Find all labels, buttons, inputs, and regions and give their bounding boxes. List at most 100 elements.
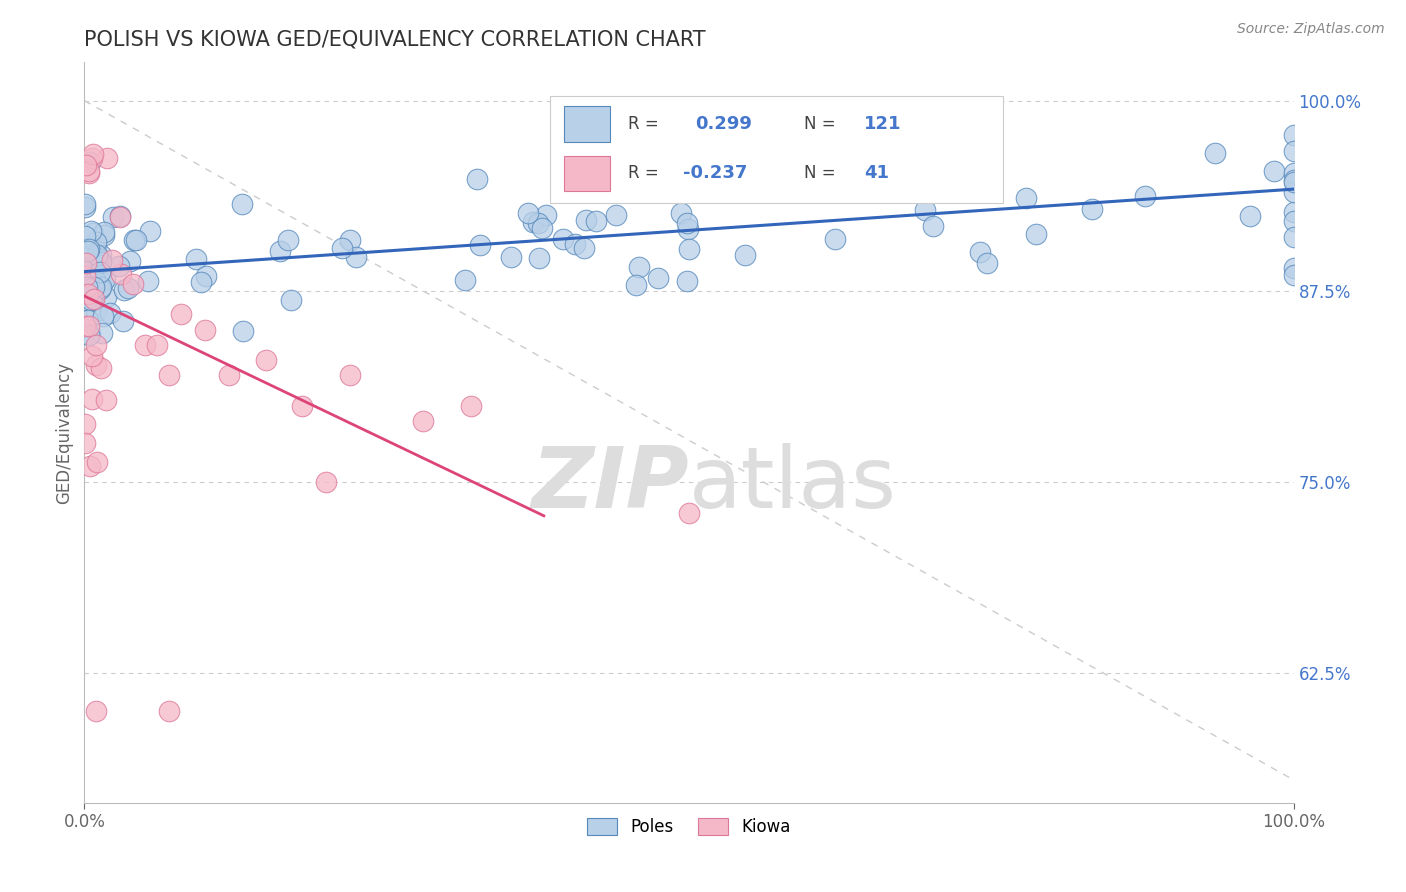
- Point: [93, 309, 115, 323]
- Point: [91, 275, 114, 289]
- Point: [86, 358, 108, 372]
- Point: [157, 704, 180, 718]
- Point: [669, 206, 692, 220]
- Point: [89, 282, 111, 296]
- Text: 0.299: 0.299: [695, 115, 752, 133]
- Point: [79, 318, 101, 333]
- Point: [516, 206, 538, 220]
- Point: [73, 200, 96, 214]
- Point: [146, 338, 169, 352]
- Point: [82, 293, 104, 307]
- Point: [232, 324, 254, 338]
- Point: [86, 257, 108, 271]
- Point: [76, 280, 98, 294]
- Point: [84, 303, 107, 318]
- FancyBboxPatch shape: [550, 95, 1004, 203]
- Point: [75, 196, 97, 211]
- Point: [624, 278, 647, 293]
- Point: [699, 178, 721, 192]
- Text: atlas: atlas: [689, 443, 897, 526]
- Text: Source: ZipAtlas.com: Source: ZipAtlas.com: [1237, 22, 1385, 37]
- Point: [120, 253, 142, 268]
- Point: [976, 256, 998, 270]
- Point: [117, 281, 139, 295]
- Point: [1025, 227, 1047, 241]
- Point: [501, 250, 523, 264]
- Point: [534, 208, 557, 222]
- Point: [86, 455, 108, 469]
- Point: [412, 414, 434, 428]
- Point: [605, 208, 627, 222]
- Point: [79, 459, 101, 474]
- Point: [522, 215, 544, 229]
- Point: [80, 392, 103, 407]
- FancyBboxPatch shape: [564, 156, 610, 191]
- Point: [136, 274, 159, 288]
- Point: [76, 312, 98, 326]
- Point: [190, 275, 212, 289]
- Point: [101, 211, 124, 225]
- Point: [90, 255, 112, 269]
- Text: POLISH VS KIOWA GED/EQUIVALENCY CORRELATION CHART: POLISH VS KIOWA GED/EQUIVALENCY CORRELAT…: [84, 29, 706, 50]
- Point: [75, 417, 97, 431]
- Point: [96, 151, 118, 165]
- Point: [291, 399, 314, 413]
- Point: [79, 327, 101, 342]
- Point: [90, 280, 112, 294]
- Point: [1282, 230, 1305, 244]
- Point: [101, 253, 124, 268]
- Point: [465, 172, 488, 186]
- Point: [218, 368, 240, 383]
- Point: [75, 256, 97, 270]
- Point: [77, 286, 100, 301]
- Point: [1133, 188, 1156, 202]
- Point: [122, 234, 145, 248]
- Point: [315, 475, 337, 490]
- Text: N =: N =: [804, 115, 841, 133]
- Point: [526, 216, 548, 230]
- Point: [676, 221, 699, 235]
- Point: [75, 251, 97, 265]
- Point: [82, 265, 104, 279]
- Point: [86, 704, 108, 718]
- Point: [1081, 202, 1104, 216]
- Point: [80, 292, 103, 306]
- Point: [75, 293, 97, 307]
- FancyBboxPatch shape: [564, 106, 610, 142]
- Point: [194, 322, 217, 336]
- Point: [108, 209, 131, 223]
- Point: [77, 166, 100, 180]
- Point: [134, 338, 156, 352]
- Point: [79, 155, 101, 169]
- Point: [1204, 146, 1226, 161]
- Point: [86, 251, 108, 265]
- Point: [1282, 185, 1305, 199]
- Point: [676, 274, 699, 288]
- Point: [572, 241, 595, 255]
- Point: [82, 226, 104, 240]
- Point: [89, 265, 111, 279]
- Point: [184, 252, 207, 266]
- Point: [1282, 204, 1305, 219]
- Point: [842, 174, 865, 188]
- Point: [647, 270, 669, 285]
- Point: [470, 238, 492, 252]
- Point: [627, 260, 650, 274]
- Point: [170, 307, 193, 321]
- Point: [139, 224, 162, 238]
- Text: 41: 41: [865, 164, 889, 183]
- Point: [761, 157, 783, 171]
- Legend: Poles, Kiowa: Poles, Kiowa: [581, 811, 797, 843]
- Point: [114, 283, 136, 297]
- Point: [94, 272, 117, 286]
- Point: [339, 233, 361, 247]
- Point: [84, 338, 107, 352]
- Point: [73, 268, 96, 283]
- Point: [277, 233, 299, 247]
- Text: R =: R =: [628, 115, 665, 133]
- Point: [79, 243, 101, 257]
- Point: [585, 214, 607, 228]
- Point: [1282, 260, 1305, 275]
- Point: [969, 245, 991, 260]
- Point: [75, 261, 97, 276]
